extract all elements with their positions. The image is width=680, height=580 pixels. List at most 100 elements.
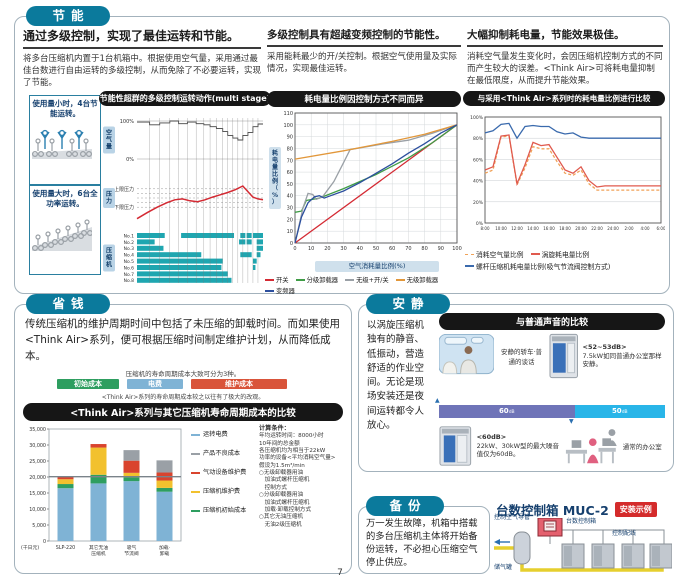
control-compare-xlabel: 空气消耗量比例(%) [315,261,439,272]
muc-diagram-drawing [494,518,672,572]
svg-text:40: 40 [357,246,363,252]
quiet-badge: 安静 [366,294,450,314]
calc-conditions: 计算条件： 年均运转时间：8000小时 10年间的总金额 各压缩机均为相当于22kW 功… [259,425,336,528]
control-compare-chart: 0 10 20 30 40 50 60 70 80 90 100 0 10 20 30 40 50 60 70 80 9… [269,111,462,252]
svg-text:80: 80 [287,146,293,152]
sound-row1-caption: 安静的轿车·普通的谈话 [500,348,543,366]
muc-install-badge: 安装示例 [614,502,657,517]
sound-compare-title: 与普通声音的比较 [439,313,665,330]
svg-text:0: 0 [43,539,46,545]
multistage-chart-title: 节能性超群的多级控制运转动作(multi stage) [99,91,271,106]
svg-text:100: 100 [283,123,293,129]
muc-label-tank: 储气罐 [494,564,513,571]
sound-row1-db: <52~53dB> [582,342,627,351]
cost-maintenance: 维护成本 [191,379,287,389]
svg-text:No.2: No.2 [124,240,134,246]
lifecycle-legend: 运转电费 产品不良成本 气动设备维护费 压缩机维护费 压缩机初始成本 [191,429,257,524]
svg-text:No.5: No.5 [124,259,134,265]
office-illustration [566,429,617,464]
db-segment: 60dB [439,405,575,418]
svg-text:No.4: No.4 [124,253,134,259]
save-note2: <Think Air>系列的寿命周期成本较之以往有了极大的改观。 [101,394,265,401]
svg-text:0%: 0% [126,157,134,163]
svg-text:30: 30 [340,246,346,252]
cyclists-few-illustration [32,129,92,159]
sound-row2-text: <60dB> 22kW、30kW型的最大噪音值仅为60dB。 [477,433,559,459]
svg-text:35,000: 35,000 [29,427,46,433]
sound-row2-desc: 22kW、30kW型的最大噪音值仅为60dB。 [476,441,560,459]
sound-row1-desc: 7.5kW如同普通办公室那样安静。 [582,351,662,369]
svg-text:0: 0 [293,246,296,252]
svg-text:20,000: 20,000 [29,475,46,481]
usage-low-caption: 使用量小时，4台节能运转。 [32,99,98,118]
svg-text:80%: 80% [473,136,484,142]
db-up-arrow-icon: ▲ [435,397,440,404]
car-interior-illustration [439,334,494,375]
legend-item: 产品不良成本 [191,448,257,457]
svg-text:50: 50 [373,246,379,252]
legend-item: 气动设备维护费 [191,467,257,476]
svg-text:6:00: 6:00 [657,226,665,231]
svg-text:No.3: No.3 [124,246,134,252]
svg-text:90: 90 [287,135,293,141]
legend-item: 开关 [265,275,289,284]
svg-text:70: 70 [405,246,411,252]
legend-item: 消耗空气量比例 [465,249,524,259]
backup-badge: 备份 [366,496,444,516]
legend-item: 运转电费 [191,429,257,438]
section-backup: 万一发生故障，机箱中搭载的多台压缩机主体将开始备份运转，不必担心压缩空气停止供应… [358,506,490,574]
svg-text:60: 60 [287,170,293,176]
svg-text:10: 10 [287,229,293,235]
svg-text:100%: 100% [470,115,484,121]
energy-col3-heading: 大幅抑制耗电量，节能效果极佳。 [467,27,663,47]
svg-text:上限压力: 上限压力 [114,186,134,193]
save-body: 传统压缩机的维护周期时间中包括了未压缩的卸载时间。而如果使用<Think Air… [25,318,340,362]
svg-text:60: 60 [389,246,395,252]
cost-strip: 初始成本 电费 维护成本 [57,379,287,389]
energy-col1-body: 将多台压缩机内置于1台机箱中。根据使用空气量，采用通过最佳台数进行自由运转的多级… [23,54,262,89]
legend-item: 分级卸载器 [295,275,338,284]
svg-text:30: 30 [287,206,293,212]
svg-text:吸气: 吸气 [127,544,137,551]
db-bar: 60dB 50dB [439,405,665,418]
svg-text:12:00: 12:00 [511,226,523,231]
svg-text:20: 20 [287,217,293,223]
compressor-7kw-image [549,333,579,379]
save-badge: 省钱 [26,294,110,314]
svg-text:No.7: No.7 [124,272,134,278]
svg-text:15,000: 15,000 [29,491,46,497]
svg-text:耗电量比例（%）: 耗电量比例（%） [272,149,278,206]
muc-label-control-box: 台数控制箱 [566,518,597,525]
svg-text:20:00: 20:00 [575,226,587,231]
cost-electric: 电费 [127,379,183,389]
sound-row-2: <60dB> 22kW、30kW型的最大噪音值仅为60dB。 通常的办公室 [439,425,665,467]
multistage-chart: 100%0%上限压力下限压力No.1No.2No.3No.4No.5No.6No… [103,118,264,284]
svg-text:20: 20 [324,246,330,252]
svg-text:40%: 40% [473,179,484,185]
svg-text:14:00: 14:00 [527,226,539,231]
energy-col-3: 大幅抑制耗电量，节能效果极佳。 消耗空气量发生变化时，会因压缩机控制方式的不同而… [467,27,663,87]
svg-text:110: 110 [283,111,293,117]
svg-text:卸载: 卸载 [160,550,170,557]
svg-text:No.1: No.1 [124,233,134,239]
energy-col2-body: 采用能耗最少的开/关控制。根据空气使用量及实际情况，实现最佳运转。 [267,52,457,75]
energy-badge: 节能 [26,6,110,26]
svg-text:10,000: 10,000 [29,507,46,513]
svg-text:2:00: 2:00 [625,226,634,231]
thinkair-compare-chart-title: 与采用<Think Air>系列时的耗电量比例进行比较 [463,91,665,106]
section-quiet: 以涡旋压缩机独有的静音、低振动，营造舒适的作业空间。无论是现场安装还是夜间运转都… [358,304,674,472]
section-energy: 通过多级控制，实现了最佳运转和节能。 将多台压缩机内置于1台机箱中。根据使用空气… [14,16,670,295]
svg-text:其它无油: 其它无油 [89,544,108,551]
svg-text:节流阀: 节流阀 [124,550,139,557]
svg-text:0: 0 [290,241,293,247]
svg-text:22:00: 22:00 [591,226,603,231]
cost-initial: 初始成本 [57,379,119,389]
sound-row2-db: <60dB> [476,432,507,441]
svg-text:0%: 0% [476,221,484,227]
svg-text:空气量: 空气量 [105,129,112,151]
svg-text:5,000: 5,000 [32,523,46,529]
muc-diagram: 控制空气导管 台数控制箱 控制配线 储气罐 [494,514,672,576]
svg-text:18:00: 18:00 [559,226,571,231]
legend-item: 变频器 [265,286,295,295]
